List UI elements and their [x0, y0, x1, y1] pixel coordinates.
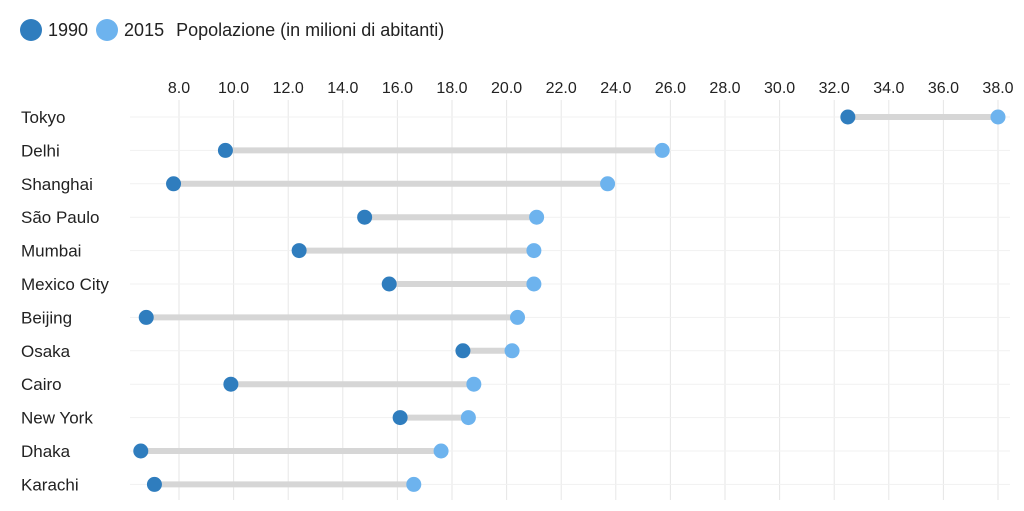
- x-tick-label: 22.0: [546, 80, 577, 97]
- point-1990[interactable]: [455, 343, 471, 359]
- x-tick-label: 32.0: [819, 80, 850, 97]
- x-tick-label: 12.0: [273, 80, 304, 97]
- category-label: Beijing: [21, 308, 72, 327]
- point-2015[interactable]: [526, 243, 542, 259]
- legend: 1990 2015 Popolazione (in milioni di abi…: [20, 16, 444, 44]
- x-tick-label: 38.0: [982, 80, 1013, 97]
- category-label: Karachi: [21, 475, 79, 494]
- x-tick-label: 24.0: [600, 80, 631, 97]
- point-1990[interactable]: [840, 109, 856, 125]
- category-label: Mumbai: [21, 242, 81, 261]
- point-1990[interactable]: [146, 476, 162, 492]
- point-2015[interactable]: [990, 109, 1006, 125]
- x-tick-label: 30.0: [764, 80, 795, 97]
- legend-label-1990: 1990: [48, 19, 89, 40]
- point-1990[interactable]: [392, 410, 408, 426]
- x-tick-label: 28.0: [709, 80, 740, 97]
- point-2015[interactable]: [433, 443, 449, 459]
- legend-swatch-1990: [20, 19, 42, 41]
- category-label: Delhi: [21, 141, 60, 160]
- point-1990[interactable]: [223, 376, 239, 392]
- point-1990[interactable]: [133, 443, 149, 459]
- point-2015[interactable]: [504, 343, 520, 359]
- x-tick-label: 18.0: [436, 80, 467, 97]
- point-1990[interactable]: [357, 209, 373, 225]
- x-tick-label: 36.0: [928, 80, 959, 97]
- point-1990[interactable]: [381, 276, 397, 292]
- point-1990[interactable]: [138, 309, 154, 325]
- x-tick-label: 8.0: [168, 80, 190, 97]
- category-label: New York: [21, 409, 93, 428]
- x-tick-label: 34.0: [873, 80, 904, 97]
- point-2015[interactable]: [526, 276, 542, 292]
- category-label: Dhaka: [21, 442, 71, 461]
- legend-label-2015: 2015: [124, 19, 165, 40]
- category-label: Mexico City: [21, 275, 109, 294]
- point-2015[interactable]: [460, 410, 476, 426]
- point-1990[interactable]: [217, 142, 233, 158]
- point-1990[interactable]: [291, 243, 307, 259]
- category-label: Tokyo: [21, 108, 65, 127]
- x-tick-label: 26.0: [655, 80, 686, 97]
- point-2015[interactable]: [510, 309, 526, 325]
- legend-swatch-2015: [96, 19, 119, 41]
- category-label: Shanghai: [21, 175, 93, 194]
- x-tick-label: 14.0: [327, 80, 358, 97]
- point-2015[interactable]: [600, 176, 616, 192]
- category-label: São Paulo: [21, 208, 99, 227]
- point-2015[interactable]: [466, 376, 482, 392]
- point-1990[interactable]: [166, 176, 182, 192]
- legend-item-1990[interactable]: 1990: [20, 19, 88, 41]
- chart-title: Popolazione (in milioni di abitanti): [176, 19, 445, 40]
- point-2015[interactable]: [406, 476, 422, 492]
- point-2015[interactable]: [654, 142, 670, 158]
- x-tick-label: 10.0: [218, 80, 249, 97]
- category-label: Osaka: [21, 342, 71, 361]
- x-tick-label: 16.0: [382, 80, 413, 97]
- point-2015[interactable]: [529, 209, 545, 225]
- legend-item-2015[interactable]: 2015: [96, 19, 164, 41]
- x-tick-label: 20.0: [491, 80, 522, 97]
- category-label: Cairo: [21, 375, 62, 394]
